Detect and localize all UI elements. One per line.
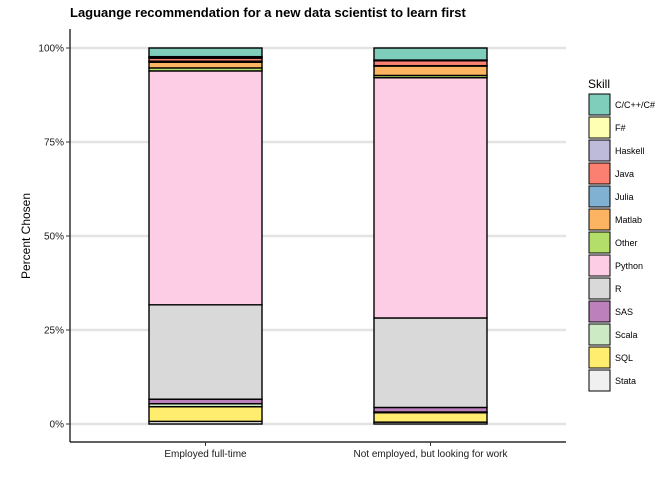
legend-label: Other [615,238,638,248]
chart-title: Laguange recommendation for a new data s… [70,5,467,20]
legend-swatch [588,208,611,231]
y-tick-label: 50% [44,232,64,243]
bars [148,47,488,425]
bar-segment [148,70,263,306]
legend-label: Julia [615,192,634,202]
legend-swatch [588,185,611,208]
y-tick-label: 100% [38,44,64,55]
legend-swatch [588,93,611,116]
bar-segment [373,60,488,67]
y-tick-label: 0% [50,420,65,431]
legend-label: Python [615,261,643,271]
legend-swatch [588,231,611,254]
x-tick-label: Employed full-time [164,449,247,460]
legend-label: SAS [615,307,633,317]
y-tick-label: 25% [44,326,64,337]
bar-segment [148,61,263,69]
legend-swatch [588,277,611,300]
legend-swatch [588,300,611,323]
legend: Skill C/C++/C# F# Haskell Java Julia Matlab Ot… [588,77,655,392]
bar-segment [373,77,488,319]
bar-segment [373,65,488,77]
legend-swatch [588,139,611,162]
legend-label: Haskell [615,146,645,156]
grid-lines [70,46,566,426]
legend-title: Skill [588,77,610,91]
legend-swatch [588,254,611,277]
y-axis-title: Percent Chosen [19,193,33,279]
legend-swatch [588,162,611,185]
legend-swatch [588,323,611,346]
bar-segment [373,47,488,61]
legend-label: Java [615,169,634,179]
legend-label: Matlab [615,215,642,225]
bar-segment [148,47,263,58]
legend-label: F# [615,123,626,133]
legend-label: SQL [615,353,633,363]
bar-segment [148,406,263,423]
bar-segment [373,412,488,423]
legend-swatch [588,116,611,139]
legend-swatch [588,346,611,369]
legend-label: Stata [615,376,636,386]
legend-label: C/C++/C# [615,100,655,110]
x-axis-ticks: Employed full-time Not employed, but look… [164,442,508,460]
bar-segment [148,304,263,400]
y-axis-ticks: 0% 25% 50% 75% 100% [38,44,70,431]
y-tick-label: 75% [44,138,64,149]
legend-label: R [615,284,622,294]
x-tick-label: Not employed, but looking for work [354,449,509,460]
legend-label: Scala [615,330,638,340]
legend-swatch [588,369,611,392]
bar-segment [373,317,488,409]
